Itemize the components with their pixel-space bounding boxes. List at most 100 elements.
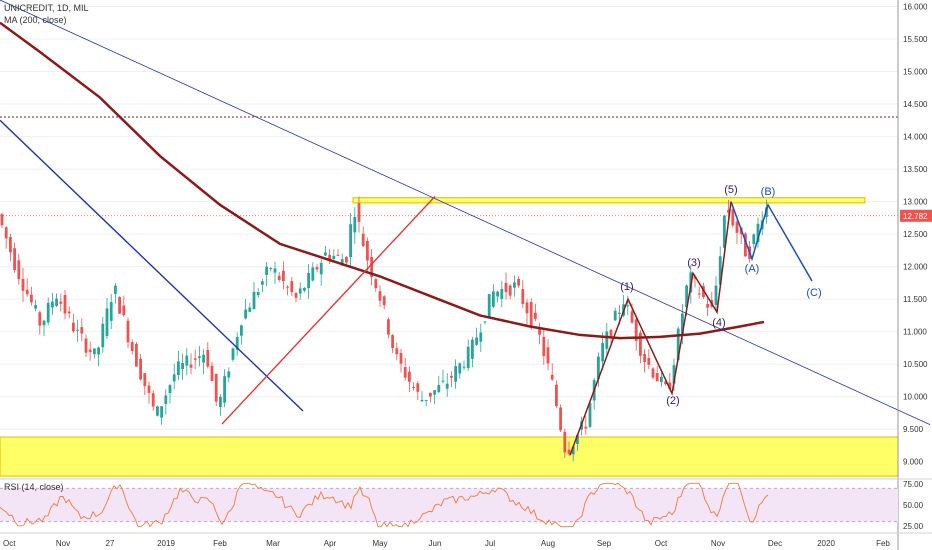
candle-body bbox=[374, 279, 378, 289]
candle-body bbox=[492, 291, 495, 307]
long-trend-line bbox=[0, 0, 931, 426]
candle-body bbox=[172, 374, 176, 382]
x-tick-label: 27 bbox=[106, 539, 115, 548]
candle-body bbox=[126, 320, 130, 343]
candle-body bbox=[609, 329, 613, 337]
candle-body bbox=[282, 270, 285, 282]
candle-body bbox=[681, 313, 684, 336]
candle-body bbox=[168, 385, 172, 393]
y-tick-label: 14.500 bbox=[903, 100, 928, 109]
candle-body bbox=[101, 323, 105, 348]
candle-body bbox=[198, 356, 201, 359]
y-tick-label: 9.000 bbox=[903, 458, 924, 467]
candle-body bbox=[408, 371, 411, 382]
wave-label: (C) bbox=[806, 287, 821, 299]
candle-body bbox=[9, 237, 12, 253]
candle-body bbox=[51, 301, 54, 308]
candle-body bbox=[307, 272, 310, 289]
candle-body bbox=[697, 293, 701, 295]
candle-body bbox=[210, 365, 214, 381]
candle-body bbox=[135, 343, 138, 367]
candle-body bbox=[227, 371, 231, 378]
candle-body bbox=[214, 373, 218, 402]
x-tick-label: Oct bbox=[3, 539, 16, 548]
y-tick-label: 9.500 bbox=[903, 425, 924, 434]
candle-body bbox=[504, 282, 508, 293]
candle-body bbox=[429, 392, 432, 397]
candle-body bbox=[294, 293, 298, 298]
candle-body bbox=[361, 233, 365, 247]
rsi-tick-label: 50.00 bbox=[903, 501, 924, 510]
y-tick-label: 10.500 bbox=[903, 360, 928, 369]
resistance-zone bbox=[352, 197, 866, 204]
wave-label: (5) bbox=[724, 184, 737, 196]
candle-body bbox=[67, 311, 71, 314]
candle-body bbox=[261, 281, 264, 285]
candle-body bbox=[559, 407, 562, 431]
candle-body bbox=[370, 256, 373, 278]
candle-body bbox=[441, 380, 445, 382]
candle-body bbox=[30, 294, 33, 303]
candle-body bbox=[420, 399, 424, 402]
candle-body bbox=[59, 301, 63, 304]
candle-body bbox=[223, 376, 226, 403]
y-tick-label: 15.500 bbox=[903, 35, 928, 44]
candle-body bbox=[391, 335, 394, 348]
candle-body bbox=[164, 395, 168, 404]
candle-body bbox=[618, 312, 621, 314]
candle-body bbox=[567, 449, 571, 454]
candle-body bbox=[244, 309, 247, 319]
candle-body bbox=[324, 252, 327, 256]
x-tick-label: Oct bbox=[655, 539, 668, 548]
candle-body bbox=[105, 308, 109, 336]
candle-body bbox=[273, 268, 277, 273]
candle-body bbox=[143, 373, 147, 387]
candle-body bbox=[147, 385, 151, 393]
candle-body bbox=[93, 348, 96, 355]
rsi-band bbox=[0, 488, 898, 522]
candle-body bbox=[252, 292, 256, 310]
candle-body bbox=[109, 302, 113, 321]
x-tick-label: Jul bbox=[485, 539, 495, 548]
x-tick-label: Mar bbox=[266, 539, 280, 548]
candle-body bbox=[403, 367, 407, 378]
x-tick-label: Jun bbox=[429, 539, 442, 548]
candle-body bbox=[118, 297, 121, 314]
support-zone bbox=[0, 436, 899, 477]
candle-body bbox=[672, 365, 676, 384]
rsi-tick-label: 75.00 bbox=[903, 480, 924, 489]
rsi-tick-label: 25.00 bbox=[903, 522, 924, 531]
candle-body bbox=[114, 285, 117, 294]
x-tick-label: Dec bbox=[768, 539, 782, 548]
candle-body bbox=[311, 267, 315, 281]
x-tick-label: Nov bbox=[711, 539, 725, 548]
wave-label: (4) bbox=[712, 317, 725, 329]
candle-body bbox=[630, 311, 634, 323]
candle-body bbox=[521, 289, 525, 304]
x-tick-label: May bbox=[372, 539, 387, 548]
candle-body bbox=[97, 347, 100, 355]
candle-body bbox=[437, 384, 441, 393]
candle-body bbox=[424, 399, 428, 401]
candle-body bbox=[613, 310, 617, 321]
candle-body bbox=[416, 383, 420, 392]
candle-body bbox=[366, 240, 369, 261]
candle-body bbox=[634, 319, 638, 341]
rsi-panel: 75.00 50.00 25.00 bbox=[0, 478, 932, 531]
candle-body bbox=[458, 363, 462, 374]
candle-body bbox=[479, 332, 483, 342]
candle-body bbox=[605, 331, 609, 349]
candle-body bbox=[156, 406, 159, 416]
candle-body bbox=[756, 223, 760, 243]
candle-body bbox=[660, 376, 663, 383]
candle-body bbox=[433, 390, 436, 395]
candle-body bbox=[189, 364, 193, 368]
y-tick-label: 13.000 bbox=[903, 198, 928, 207]
wave-label: (3) bbox=[687, 257, 700, 269]
candle-body bbox=[639, 332, 642, 356]
wave-labels: (1) (2) (3) (4) (5) (A) (B) (C) bbox=[620, 184, 821, 407]
x-tick-label: 2019 bbox=[157, 539, 175, 548]
candle-body bbox=[353, 217, 357, 233]
candle-body bbox=[235, 336, 239, 350]
